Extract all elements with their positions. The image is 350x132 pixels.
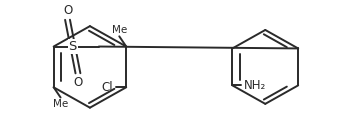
Text: O: O bbox=[73, 76, 83, 89]
Text: Me: Me bbox=[112, 25, 127, 35]
Text: O: O bbox=[63, 4, 72, 17]
Text: Me: Me bbox=[53, 99, 68, 109]
Text: NH₂: NH₂ bbox=[244, 79, 266, 92]
Text: S: S bbox=[69, 40, 77, 53]
Text: Cl: Cl bbox=[102, 81, 113, 94]
